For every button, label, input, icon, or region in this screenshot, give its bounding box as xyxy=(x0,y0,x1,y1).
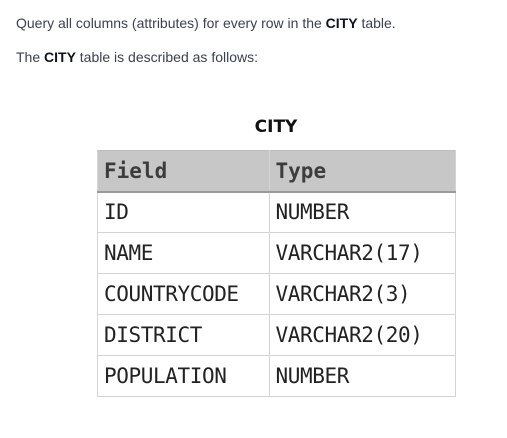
field-column-header: Field xyxy=(97,150,270,193)
field-type-cell: VARCHAR2(17) xyxy=(268,232,457,274)
schema-row: COUNTRYCODE VARCHAR2(3) xyxy=(97,273,457,315)
schema-table: Field Type ID NUMBER NAME VARCHAR2(17) C… xyxy=(97,150,457,397)
schema-row: POPULATION NUMBER xyxy=(97,355,457,397)
type-column-header: Type xyxy=(268,150,457,193)
schema-table-caption: CITY xyxy=(254,117,298,137)
field-type-cell: NUMBER xyxy=(268,191,457,233)
field-name-cell: POPULATION xyxy=(97,355,270,397)
field-type-cell: NUMBER xyxy=(268,355,457,397)
schema-header-row: Field Type xyxy=(97,150,457,193)
field-type-cell: VARCHAR2(20) xyxy=(268,314,457,356)
question-text-part: Query all columns (attributes) for every… xyxy=(16,15,326,31)
table-name-emphasis: CITY xyxy=(44,49,76,65)
field-name-cell: NAME xyxy=(97,232,270,274)
field-name-cell: ID xyxy=(97,191,270,233)
field-name-cell: DISTRICT xyxy=(97,314,270,356)
description-text-part: The xyxy=(16,49,45,65)
table-name-emphasis: CITY xyxy=(325,15,358,31)
field-type-cell: VARCHAR2(3) xyxy=(268,273,457,315)
schema-row: ID NUMBER xyxy=(97,191,457,233)
question-text-part: table. xyxy=(357,15,396,31)
table-description-text: The CITY table is described as follows: xyxy=(16,48,258,66)
description-text-part: table is described as follows: xyxy=(75,49,258,65)
schema-row: NAME VARCHAR2(17) xyxy=(97,232,457,274)
field-name-cell: COUNTRYCODE xyxy=(97,273,270,315)
question-text: Query all columns (attributes) for every… xyxy=(16,14,396,32)
schema-row: DISTRICT VARCHAR2(20) xyxy=(97,314,457,356)
